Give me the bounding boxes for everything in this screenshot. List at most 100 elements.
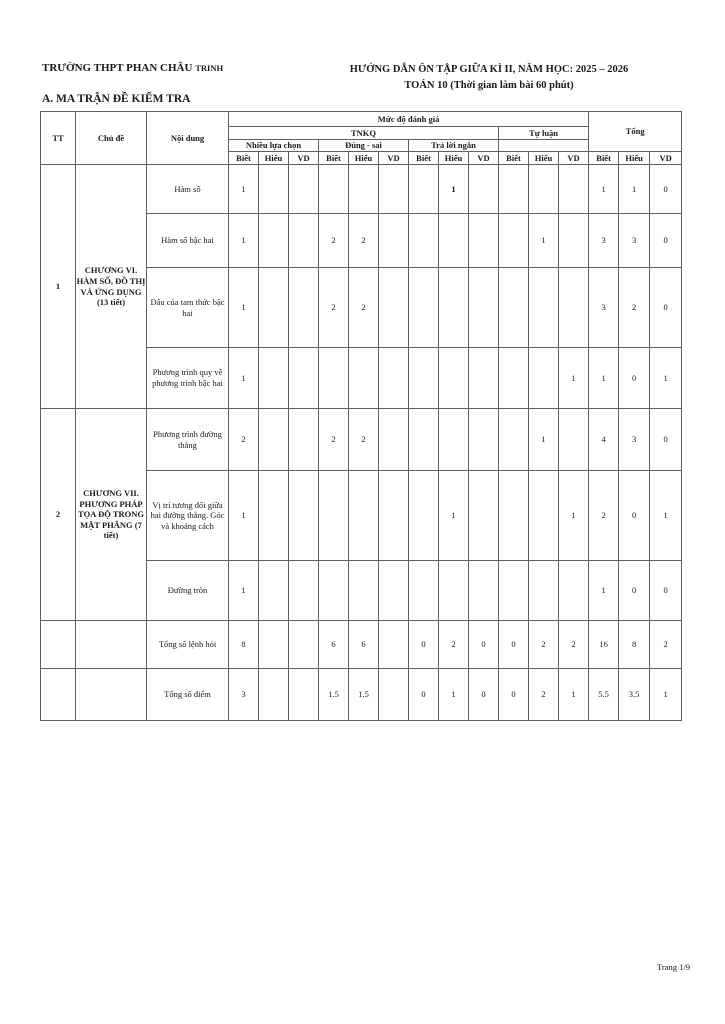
level-head-hieu: Hiểu [528,151,559,165]
level-head-vd: VD [557,151,590,165]
tt-cell: 2 [40,408,76,621]
value-cell: 1 [588,164,620,214]
value-cell [378,408,409,471]
value-cell: 2 [618,267,651,348]
value-cell: 6 [348,620,379,669]
value-cell: 0 [649,560,683,621]
value-cell: 1 [438,668,469,721]
col-head-tu-luan: Tự luận [497,126,590,140]
table-row: Dấu của tam thức bậc hai 1 2 2 3 2 0 [41,267,683,348]
value-cell [288,408,319,471]
value-cell [438,267,469,348]
table-row: Vị trí tương đối giữa hai đường thẳng. G… [41,470,683,561]
value-cell [288,213,319,268]
value-cell: 3 [588,267,620,348]
value-cell: 1.5 [318,668,349,721]
level-head-biet: Biết [498,151,529,165]
value-cell [468,470,499,561]
level-head-biet: Biết [408,151,439,165]
value-cell [258,470,289,561]
row-label: Dấu của tam thức bậc hai [146,267,229,348]
value-cell: 0 [408,620,439,669]
value-cell: 2 [228,408,259,471]
col-head-tu-luan-spacer [497,139,590,152]
header-row-4: Biết Hiểu VD Biết Hiểu VD Biết Hiểu VD B… [41,151,683,165]
value-cell [557,213,590,268]
row-label: Phương trình quy về phương trình bậc hai [146,347,229,409]
value-cell: 1.5 [348,668,379,721]
value-cell [288,164,319,214]
col-head-noi-dung: Nội dung [146,111,229,165]
value-cell: 8 [618,620,651,669]
level-head-vd: VD [378,151,409,165]
value-cell: 8 [228,620,259,669]
value-cell [468,213,499,268]
doc-title-line1: HƯỚNG DẪN ÔN TẬP GIỮA KÌ II, NĂM HỌC: 20… [349,64,629,75]
value-cell: 2 [318,213,349,268]
value-cell: 5.5 [588,668,620,721]
value-cell [557,164,590,214]
table-row: 1 CHƯƠNG VI. HÀM SỐ, ĐỒ THỊ VÀ ỨNG DỤNG (… [40,164,683,409]
level-head-biet: Biết [588,151,620,165]
value-cell [408,164,439,214]
value-cell: 3 [618,213,651,268]
row-label: Vị trí tương đối giữa hai đường thẳng. G… [146,470,229,561]
value-cell: 1 [228,164,259,214]
value-cell [288,668,319,721]
value-cell [288,620,319,669]
col-head-muc-do: Mức độ đánh giá [227,111,590,127]
value-cell [528,267,559,348]
value-cell [258,620,289,669]
page-number: Trang 1/9 [657,962,690,972]
value-cell [498,213,529,268]
topic-cell [75,668,147,721]
tt-cell: 1 [40,164,76,409]
value-cell: 1 [228,347,259,409]
value-cell: 1 [588,347,620,409]
value-cell [468,408,499,471]
value-cell [408,470,439,561]
value-cell: 2 [318,408,349,471]
topic-cell [75,620,147,669]
section-title: A. MA TRẬN ĐỀ KIỂM TRA [42,93,191,105]
value-cell: 2 [348,267,379,348]
row-label: Phương trình đường thẳng [146,408,229,471]
value-cell: 2 [649,620,683,669]
value-cell: 1 [649,347,683,409]
value-cell [348,470,379,561]
value-cell: 3 [588,213,620,268]
table-row: 2 CHƯƠNG VII. PHƯƠNG PHÁP TỌA ĐỘ TRONG MẶ… [40,408,683,621]
level-head-hieu: Hiểu [438,151,469,165]
value-cell: 0 [468,668,499,721]
value-cell [528,347,559,409]
value-cell: 1 [557,347,590,409]
table-row: Tổng số điểm 3 1.5 1.5 0 1 0 0 2 1 5.5 3.5 1 [40,668,683,721]
value-cell [348,347,379,409]
value-cell [438,408,469,471]
value-cell: 0 [408,668,439,721]
value-cell [498,164,529,214]
value-cell: 0 [649,164,683,214]
value-cell: 2 [528,668,559,721]
value-cell [258,347,289,409]
value-cell: 2 [318,267,349,348]
header-row-2: TNKQ Tự luận [41,126,682,140]
table-row: Phương trình quy về phương trình bậc hai… [41,347,683,409]
value-cell [528,470,559,561]
value-cell: 1 [557,470,590,561]
school-name: TRƯỜNG THPT PHAN CHÂU TRINH [42,62,223,74]
value-cell [468,267,499,348]
value-cell: 2 [348,408,379,471]
topic-cell: CHƯƠNG VI. HÀM SỐ, ĐỒ THỊ VÀ ỨNG DỤNG (1… [75,164,147,409]
value-cell [288,470,319,561]
value-cell: 2 [348,213,379,268]
value-cell: 0 [468,620,499,669]
value-cell [557,408,590,471]
value-cell: 1 [438,470,469,561]
value-cell [258,560,289,621]
value-cell [318,164,349,214]
col-head-dung-sai: Đúng - sai [318,139,409,152]
col-head-tra-loi-ngan: Trả lời ngắn [408,139,499,152]
value-cell: 1 [528,408,559,471]
